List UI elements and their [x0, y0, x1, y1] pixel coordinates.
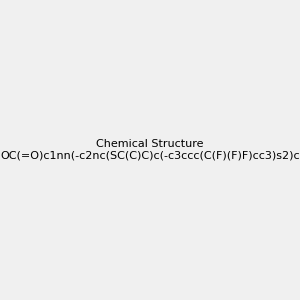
Text: Chemical Structure
OC(=O)c1nn(-c2nc(SC(C)C)c(-c3ccc(C(F)(F)F)cc3)s2)c: Chemical Structure OC(=O)c1nn(-c2nc(SC(C… — [0, 139, 300, 161]
